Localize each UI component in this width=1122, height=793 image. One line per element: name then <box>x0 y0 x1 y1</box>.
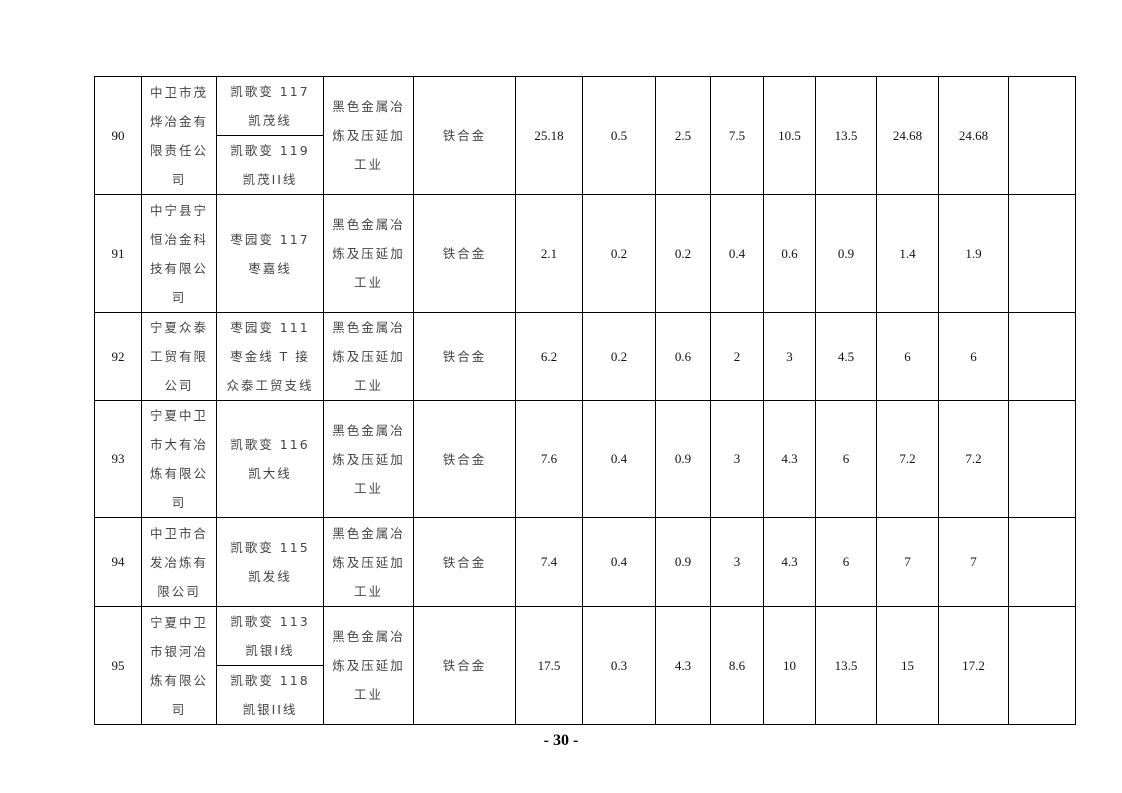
table-row: 91 中宁县宁恒冶金科技有限公司 枣园变 117 枣嘉线 黑色金属冶炼及压延加工业 铁合… <box>94 194 1076 313</box>
value-cell: 6 <box>938 312 1009 401</box>
value-cell: 0.9 <box>815 194 877 313</box>
value-cell: 7.4 <box>515 517 583 607</box>
value-cell: 25.18 <box>515 76 583 195</box>
company-name: 中宁县宁恒冶金科技有限公司 <box>141 194 217 313</box>
value-cell: 0.2 <box>582 194 656 313</box>
value-cell: 2.5 <box>655 76 711 195</box>
value-cell: 0.3 <box>582 606 656 725</box>
value-cell: 10.5 <box>763 76 816 195</box>
value-cell: 7 <box>938 517 1009 607</box>
value-cell: 13.5 <box>815 606 877 725</box>
value-cell: 4.3 <box>763 400 816 518</box>
value-cell: 7.5 <box>710 76 764 195</box>
value-cell: 6 <box>876 312 939 401</box>
value-cell: 4.3 <box>655 606 711 725</box>
industry: 黑色金属冶炼及压延加工业 <box>323 400 414 518</box>
product: 铁合金 <box>413 194 516 313</box>
industry: 黑色金属冶炼及压延加工业 <box>323 517 414 607</box>
value-cell: 0.4 <box>582 517 656 607</box>
value-cell: 2 <box>710 312 764 401</box>
supply-line: 凯歌变 116 凯大线 <box>216 400 324 518</box>
supply-line: 凯歌变 115 凯发线 <box>216 517 324 607</box>
industry: 黑色金属冶炼及压延加工业 <box>323 76 414 195</box>
value-cell <box>1008 517 1076 607</box>
product: 铁合金 <box>413 400 516 518</box>
table-row: 92 宁夏众泰工贸有限公司 枣园变 111 枣金线 T 接众泰工贸支线 黑色金属冶炼及… <box>94 312 1076 401</box>
company-name: 中卫市合发冶炼有限公司 <box>141 517 217 607</box>
product: 铁合金 <box>413 606 516 725</box>
value-cell: 17.5 <box>515 606 583 725</box>
value-cell: 24.68 <box>938 76 1009 195</box>
row-number: 92 <box>94 312 142 401</box>
value-cell: 8.6 <box>710 606 764 725</box>
value-cell: 0.9 <box>655 400 711 518</box>
value-cell: 0.2 <box>655 194 711 313</box>
value-cell <box>1008 76 1076 195</box>
value-cell: 10 <box>763 606 816 725</box>
value-cell: 1.4 <box>876 194 939 313</box>
supply-line: 凯歌变 113 凯银I线 <box>216 606 324 666</box>
value-cell: 0.6 <box>655 312 711 401</box>
row-number: 94 <box>94 517 142 607</box>
company-name: 宁夏中卫市银河冶炼有限公司 <box>141 606 217 725</box>
value-cell: 0.4 <box>582 400 656 518</box>
value-cell <box>1008 194 1076 313</box>
value-cell: 17.2 <box>938 606 1009 725</box>
value-cell: 0.4 <box>710 194 764 313</box>
data-table: 90 中卫市茂烨冶金有限责任公司 凯歌变 117 凯茂线 黑色金属冶炼及压延加工业 铁合… <box>94 76 1076 725</box>
value-cell <box>1008 606 1076 725</box>
table-row: 95 宁夏中卫市银河冶炼有限公司 凯歌变 113 凯银I线 黑色金属冶炼及压延加工业铁… <box>94 606 1076 725</box>
value-cell: 6.2 <box>515 312 583 401</box>
table-subrow: 凯歌变 118 凯银II线 <box>95 665 1076 725</box>
supply-line: 枣园变 111 枣金线 T 接众泰工贸支线 <box>216 312 324 401</box>
row-number: 91 <box>94 194 142 313</box>
value-cell: 2.1 <box>515 194 583 313</box>
product: 铁合金 <box>413 517 516 607</box>
value-cell: 13.5 <box>815 76 877 195</box>
value-cell: 6 <box>815 517 877 607</box>
value-cell <box>1008 400 1076 518</box>
company-name: 中卫市茂烨冶金有限责任公司 <box>141 76 217 195</box>
value-cell: 6 <box>815 400 877 518</box>
industry: 黑色金属冶炼及压延加工业 <box>323 312 414 401</box>
table-row: 94 中卫市合发冶炼有限公司 凯歌变 115 凯发线 黑色金属冶炼及压延加工业 铁合金 7… <box>94 517 1076 607</box>
company-name: 宁夏众泰工贸有限公司 <box>141 312 217 401</box>
table-subrow: 凯歌变 119 凯茂II线 <box>95 135 1076 195</box>
supply-line: 枣园变 117 枣嘉线 <box>216 194 324 313</box>
value-cell: 3 <box>710 400 764 518</box>
value-cell: 4.3 <box>763 517 816 607</box>
page-number: - 30 - <box>543 732 579 749</box>
table-row: 93 宁夏中卫市大有冶炼有限公司 凯歌变 116 凯大线 黑色金属冶炼及压延加工业 铁合… <box>94 400 1076 518</box>
industry: 黑色金属冶炼及压延加工业 <box>323 606 414 725</box>
company-name: 宁夏中卫市大有冶炼有限公司 <box>141 400 217 518</box>
industry: 黑色金属冶炼及压延加工业 <box>323 194 414 313</box>
value-cell: 7.2 <box>938 400 1009 518</box>
table-row: 90 中卫市茂烨冶金有限责任公司 凯歌变 117 凯茂线 黑色金属冶炼及压延加工业 铁合… <box>94 76 1076 195</box>
value-cell <box>1008 312 1076 401</box>
value-cell: 0.5 <box>582 76 656 195</box>
row-number: 93 <box>94 400 142 518</box>
supply-line: 凯歌变 117 凯茂线 <box>216 76 324 136</box>
product: 铁合金 <box>413 312 516 401</box>
value-cell: 0.9 <box>655 517 711 607</box>
row-number: 95 <box>94 606 142 725</box>
value-cell: 1.9 <box>938 194 1009 313</box>
value-cell: 3 <box>763 312 816 401</box>
value-cell: 15 <box>876 606 939 725</box>
value-cell: 7.6 <box>515 400 583 518</box>
value-cell: 24.68 <box>876 76 939 195</box>
value-cell: 0.6 <box>763 194 816 313</box>
value-cell: 4.5 <box>815 312 877 401</box>
value-cell: 7 <box>876 517 939 607</box>
value-cell: 7.2 <box>876 400 939 518</box>
value-cell: 0.2 <box>582 312 656 401</box>
product: 铁合金 <box>413 76 516 195</box>
row-number: 90 <box>94 76 142 195</box>
value-cell: 3 <box>710 517 764 607</box>
supply-line: 凯歌变 119 凯茂II线 <box>216 135 324 195</box>
supply-line: 凯歌变 118 凯银II线 <box>216 665 324 725</box>
